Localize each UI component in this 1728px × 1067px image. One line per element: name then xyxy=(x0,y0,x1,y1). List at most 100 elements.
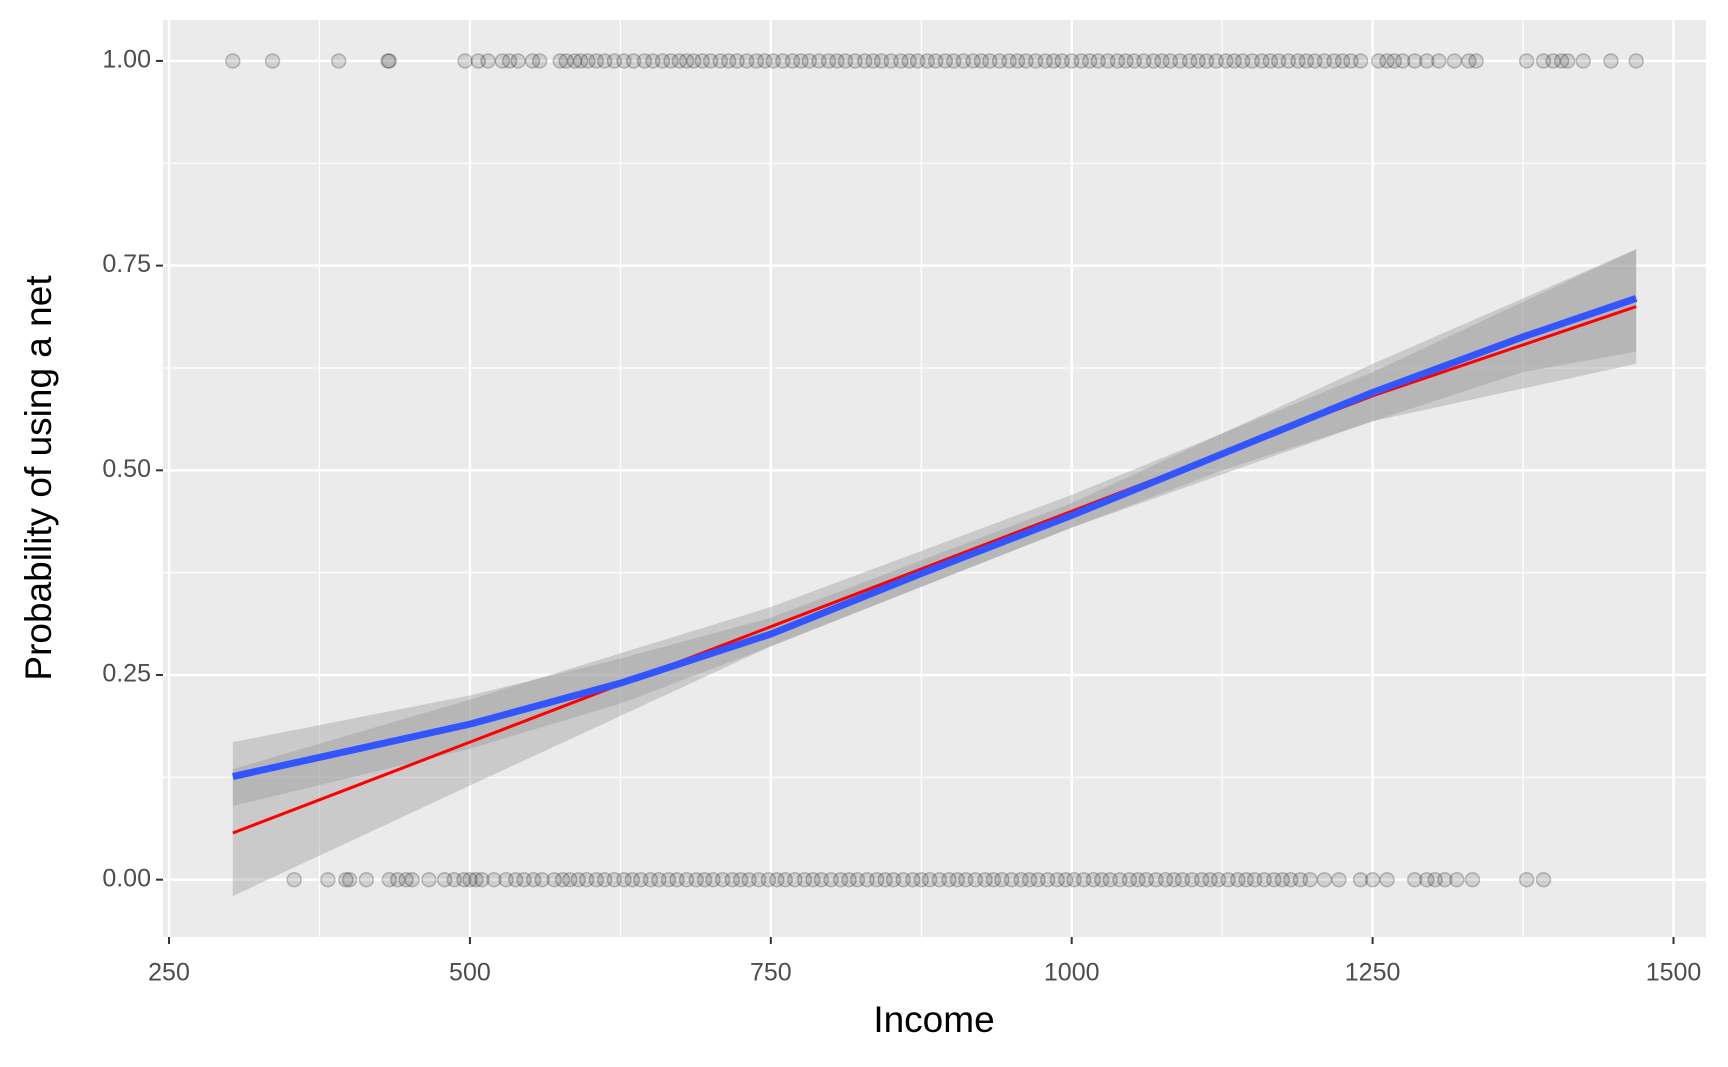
point xyxy=(570,871,586,888)
point xyxy=(748,53,765,69)
point xyxy=(732,871,749,888)
point xyxy=(606,871,623,888)
point xyxy=(823,871,839,888)
point xyxy=(404,871,420,888)
point xyxy=(832,871,849,888)
point xyxy=(456,871,472,888)
point xyxy=(720,53,737,69)
point xyxy=(868,871,885,888)
point xyxy=(813,871,830,888)
point xyxy=(474,871,490,888)
point xyxy=(1198,53,1215,69)
point xyxy=(909,53,926,69)
point xyxy=(849,871,866,888)
point xyxy=(578,871,595,888)
point xyxy=(729,53,745,69)
point xyxy=(678,53,695,69)
point xyxy=(671,53,688,69)
point xyxy=(510,53,526,69)
point xyxy=(883,53,899,69)
point xyxy=(1057,871,1074,888)
point xyxy=(921,871,938,888)
point xyxy=(596,53,613,69)
point xyxy=(320,871,336,888)
point xyxy=(525,871,542,888)
point xyxy=(1145,53,1162,69)
y-tick-label: 1.00 xyxy=(102,46,151,74)
point xyxy=(958,871,974,888)
point xyxy=(1307,53,1323,69)
point xyxy=(1126,53,1143,69)
point xyxy=(1054,53,1070,69)
point xyxy=(457,53,473,69)
point xyxy=(1202,871,1218,888)
point xyxy=(1270,53,1287,69)
x-tick-label: 1000 xyxy=(1044,959,1100,987)
point xyxy=(1210,871,1227,888)
point xyxy=(1039,871,1056,888)
point xyxy=(873,53,890,69)
point xyxy=(398,871,414,888)
point xyxy=(973,53,990,69)
point xyxy=(811,53,827,69)
point xyxy=(1045,53,1062,69)
point xyxy=(837,53,854,69)
point xyxy=(654,53,671,69)
point xyxy=(856,53,873,69)
point xyxy=(1283,871,1299,888)
point xyxy=(660,871,677,888)
point xyxy=(1066,871,1082,888)
point xyxy=(1162,53,1179,69)
point xyxy=(1316,53,1333,69)
point xyxy=(341,871,358,888)
point xyxy=(877,871,893,888)
point xyxy=(606,53,623,69)
point xyxy=(1082,53,1098,69)
point xyxy=(616,53,632,69)
point xyxy=(1394,53,1411,69)
x-tick-label: 750 xyxy=(750,959,792,987)
point xyxy=(1449,871,1465,888)
point xyxy=(1406,53,1423,69)
point xyxy=(651,871,667,888)
point xyxy=(546,871,562,888)
point xyxy=(1331,871,1347,888)
point xyxy=(596,871,613,888)
point xyxy=(642,871,659,888)
point xyxy=(1193,871,1210,888)
point xyxy=(486,871,502,888)
point xyxy=(1326,53,1342,69)
point xyxy=(977,871,993,888)
point xyxy=(1628,53,1644,69)
point xyxy=(841,871,857,888)
x-tick-label: 1500 xyxy=(1646,959,1702,987)
point xyxy=(1001,53,1017,69)
point xyxy=(1234,53,1251,69)
point xyxy=(625,53,642,69)
point xyxy=(1021,871,1038,888)
point xyxy=(1109,53,1126,69)
point xyxy=(1352,53,1369,69)
point xyxy=(1364,871,1381,888)
point xyxy=(1468,53,1484,69)
point xyxy=(1226,53,1242,69)
point xyxy=(1003,871,1020,888)
point xyxy=(531,53,548,69)
point xyxy=(358,871,375,888)
point xyxy=(760,871,777,888)
point xyxy=(765,53,781,69)
point xyxy=(829,53,845,69)
point xyxy=(1446,53,1463,69)
point xyxy=(1280,53,1297,69)
point xyxy=(1244,53,1260,69)
point xyxy=(805,871,821,888)
point xyxy=(724,871,741,888)
point xyxy=(1575,53,1591,69)
point xyxy=(1094,871,1110,888)
point xyxy=(1518,871,1535,888)
point xyxy=(955,53,972,69)
point xyxy=(705,871,721,888)
point xyxy=(994,871,1010,888)
point xyxy=(1230,871,1246,888)
point xyxy=(1220,871,1236,888)
